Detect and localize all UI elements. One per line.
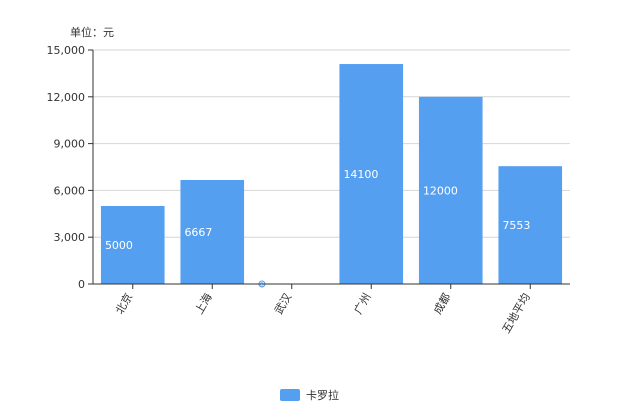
legend-label[interactable]: 卡罗拉 (306, 388, 339, 402)
x-tick-label: 五地平均 (500, 291, 533, 336)
bar-4[interactable] (418, 96, 483, 284)
x-tick-label: 上海 (192, 291, 215, 317)
y-tick-label: 9,000 (54, 138, 86, 151)
bar-1[interactable] (180, 179, 245, 284)
y-tick-label: 15,000 (47, 44, 86, 57)
bar-5[interactable] (498, 166, 563, 284)
y-tick-label: 0 (78, 278, 85, 291)
bar-3[interactable] (339, 64, 404, 284)
bar-value-label: 6667 (184, 226, 212, 239)
y-tick-label: 12,000 (47, 91, 86, 104)
bar-value-label: 14100 (343, 168, 378, 181)
x-tick-label: 北京 (112, 291, 135, 317)
x-tick-label: 成都 (431, 291, 453, 317)
legend[interactable]: 卡罗拉 (280, 388, 339, 402)
bar-value-label: 12000 (423, 184, 458, 197)
x-tick-label: 武汉 (272, 291, 294, 317)
y-tick-label: 3,000 (54, 231, 86, 244)
legend-swatch[interactable] (280, 389, 300, 401)
bar-value-label: 0 (260, 282, 264, 289)
y-axis: 0 3,000 6,000 9,000 12,000 15,000 (47, 44, 94, 291)
bars: 5000 6667 0 14100 12000 7553 (100, 64, 563, 289)
x-tick-label: 广州 (352, 291, 374, 317)
x-axis: 北京 上海 武汉 广州 成都 五地平均 (93, 283, 570, 336)
bar-value-label: 5000 (105, 239, 133, 252)
bar-0[interactable] (100, 206, 165, 284)
unit-label: 单位：元 (70, 25, 114, 39)
bar-value-label: 7553 (502, 219, 530, 232)
y-tick-label: 6,000 (54, 184, 86, 197)
gridlines (93, 49, 570, 238)
